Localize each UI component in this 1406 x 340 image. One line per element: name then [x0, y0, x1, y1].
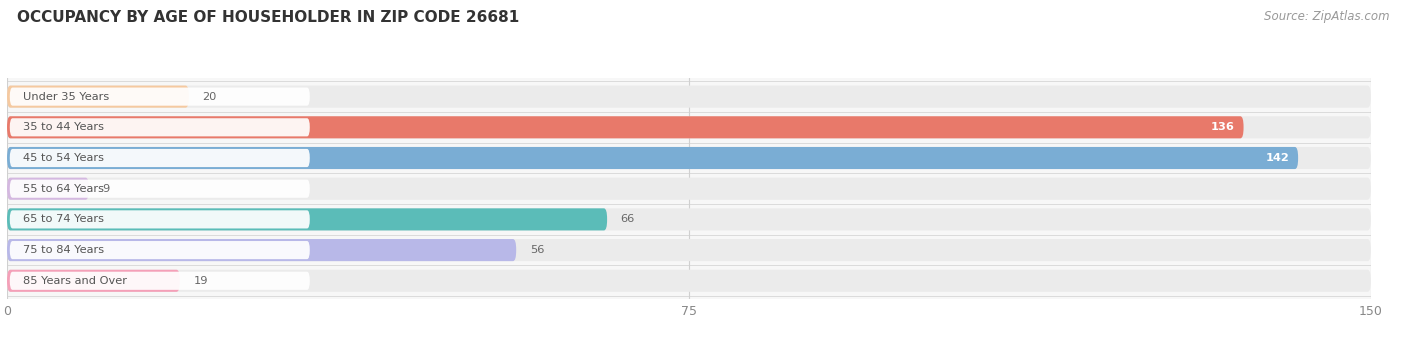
FancyBboxPatch shape [7, 239, 516, 261]
FancyBboxPatch shape [7, 116, 1243, 138]
Text: 56: 56 [530, 245, 544, 255]
Text: Source: ZipAtlas.com: Source: ZipAtlas.com [1264, 10, 1389, 23]
FancyBboxPatch shape [7, 177, 89, 200]
FancyBboxPatch shape [10, 180, 309, 198]
Text: 66: 66 [620, 215, 636, 224]
Text: 142: 142 [1265, 153, 1289, 163]
Text: 85 Years and Over: 85 Years and Over [24, 276, 128, 286]
Text: OCCUPANCY BY AGE OF HOUSEHOLDER IN ZIP CODE 26681: OCCUPANCY BY AGE OF HOUSEHOLDER IN ZIP C… [17, 10, 519, 25]
FancyBboxPatch shape [7, 270, 1371, 292]
FancyBboxPatch shape [10, 241, 309, 259]
FancyBboxPatch shape [10, 118, 309, 136]
Text: 19: 19 [194, 276, 208, 286]
Text: Under 35 Years: Under 35 Years [24, 91, 110, 102]
FancyBboxPatch shape [7, 147, 1371, 169]
Text: 55 to 64 Years: 55 to 64 Years [24, 184, 104, 194]
Text: 35 to 44 Years: 35 to 44 Years [24, 122, 104, 132]
Text: 65 to 74 Years: 65 to 74 Years [24, 215, 104, 224]
Text: 75 to 84 Years: 75 to 84 Years [24, 245, 104, 255]
Text: 9: 9 [103, 184, 110, 194]
FancyBboxPatch shape [7, 86, 1371, 108]
Text: 45 to 54 Years: 45 to 54 Years [24, 153, 104, 163]
FancyBboxPatch shape [7, 147, 1298, 169]
Text: 20: 20 [202, 91, 217, 102]
FancyBboxPatch shape [10, 272, 309, 290]
FancyBboxPatch shape [7, 239, 1371, 261]
Text: 136: 136 [1211, 122, 1234, 132]
FancyBboxPatch shape [7, 116, 1371, 138]
FancyBboxPatch shape [7, 270, 180, 292]
FancyBboxPatch shape [10, 88, 309, 106]
FancyBboxPatch shape [7, 177, 1371, 200]
FancyBboxPatch shape [10, 210, 309, 228]
FancyBboxPatch shape [7, 208, 607, 231]
FancyBboxPatch shape [7, 86, 188, 108]
FancyBboxPatch shape [10, 149, 309, 167]
FancyBboxPatch shape [7, 208, 1371, 231]
